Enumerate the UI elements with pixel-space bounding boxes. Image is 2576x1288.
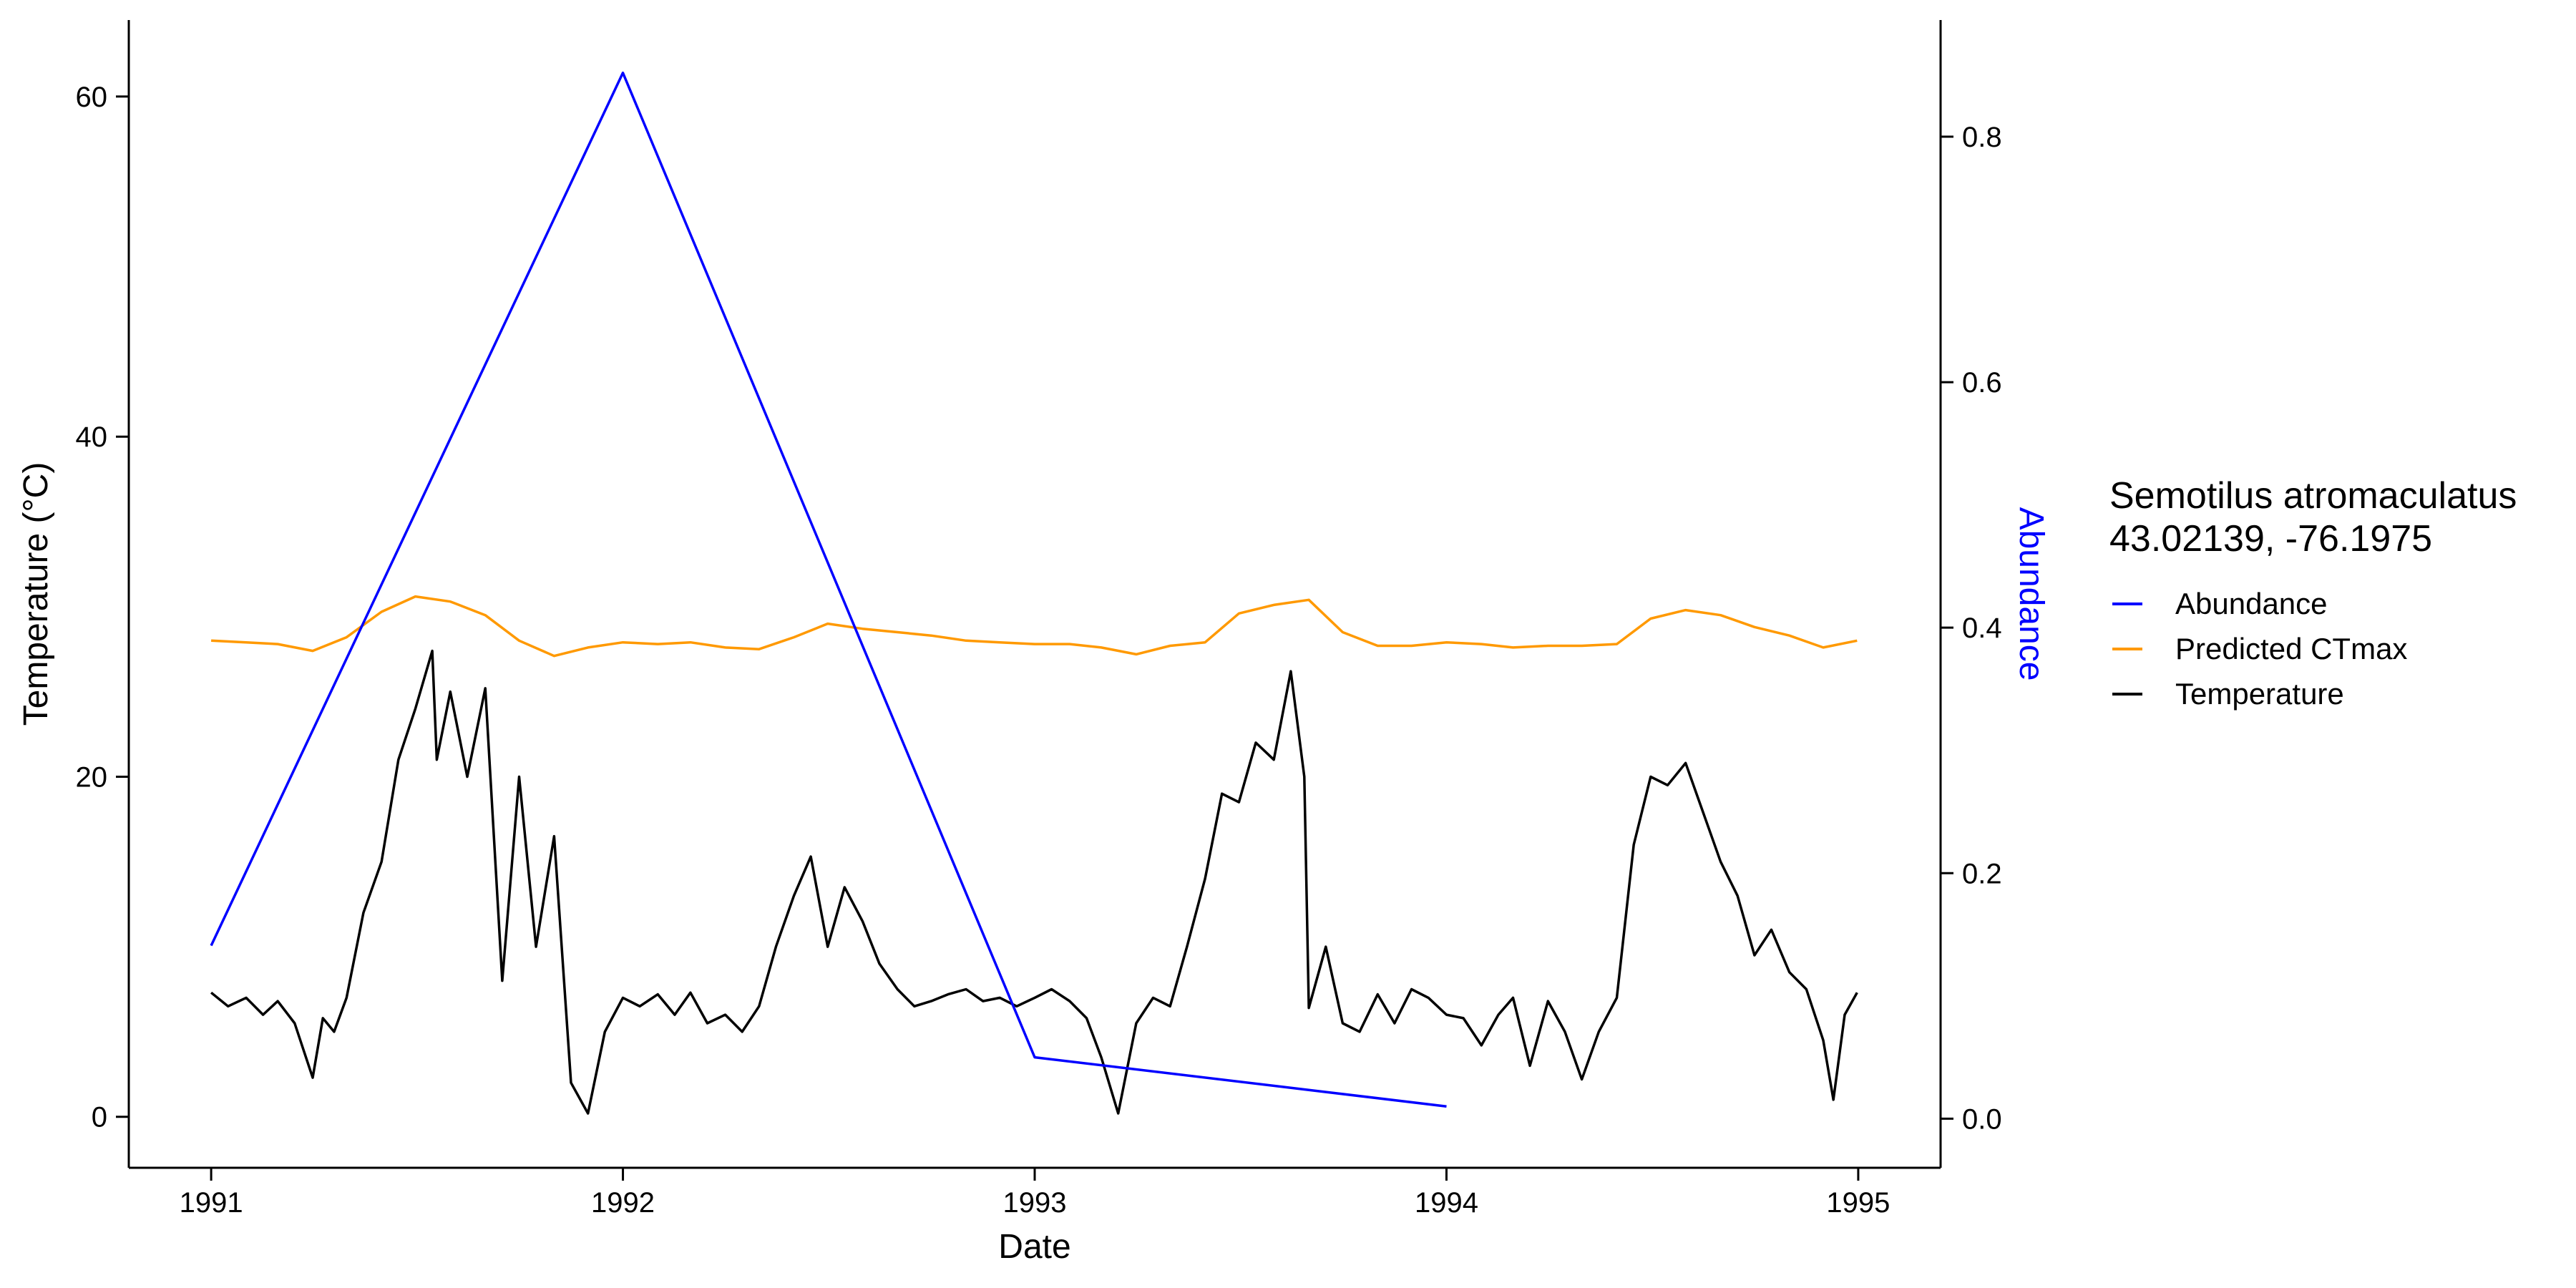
right-y-axis-title: Abundance <box>2012 507 2050 681</box>
legend-label-abundance: Abundance <box>2175 587 2328 620</box>
right-y-tick-label-0.2: 0.2 <box>1962 858 2002 889</box>
right-y-ticks: 0.0 0.2 0.4 0.6 0.8 <box>1941 122 2002 1135</box>
series-line-abundance <box>210 72 1447 1108</box>
x-tick-label-1993: 1993 <box>1003 1187 1067 1219</box>
right-y-tick-label-0.6: 0.6 <box>1962 367 2002 399</box>
series-line-predicted-ctmax <box>211 595 1858 658</box>
legend-label-temperature: Temperature <box>2175 677 2344 711</box>
x-tick-label-1991: 1991 <box>180 1187 243 1219</box>
x-tick-label-1995: 1995 <box>1826 1187 1890 1219</box>
plot-lines <box>210 72 1858 1115</box>
legend: Semotilus atromaculatus 43.02139, -76.19… <box>2109 475 2517 711</box>
right-y-tick-label-0.0: 0.0 <box>1962 1103 2002 1135</box>
left-y-ticks: 0 20 40 60 <box>76 82 129 1133</box>
right-y-tick-label-0.8: 0.8 <box>1962 122 2002 153</box>
legend-title-species: Semotilus atromaculatus <box>2109 475 2517 517</box>
left-y-axis-title: Temperature (°C) <box>17 462 55 726</box>
x-tick-label-1992: 1992 <box>591 1187 655 1219</box>
x-axis-title: Date <box>998 1228 1070 1266</box>
series-line-temperature <box>210 649 1858 1115</box>
left-y-tick-label-40: 40 <box>76 421 108 453</box>
left-y-tick-label-0: 0 <box>92 1102 107 1133</box>
left-y-tick-label-20: 20 <box>76 761 108 793</box>
left-y-tick-label-60: 60 <box>76 82 108 113</box>
right-y-tick-label-0.4: 0.4 <box>1962 613 2002 644</box>
legend-title-coordinates: 43.02139, -76.1975 <box>2109 518 2432 560</box>
x-tick-label-1994: 1994 <box>1415 1187 1478 1219</box>
x-ticks: 1991 1992 1993 1994 1995 <box>180 1168 1890 1219</box>
legend-label-ctmax: Predicted CTmax <box>2175 632 2407 665</box>
